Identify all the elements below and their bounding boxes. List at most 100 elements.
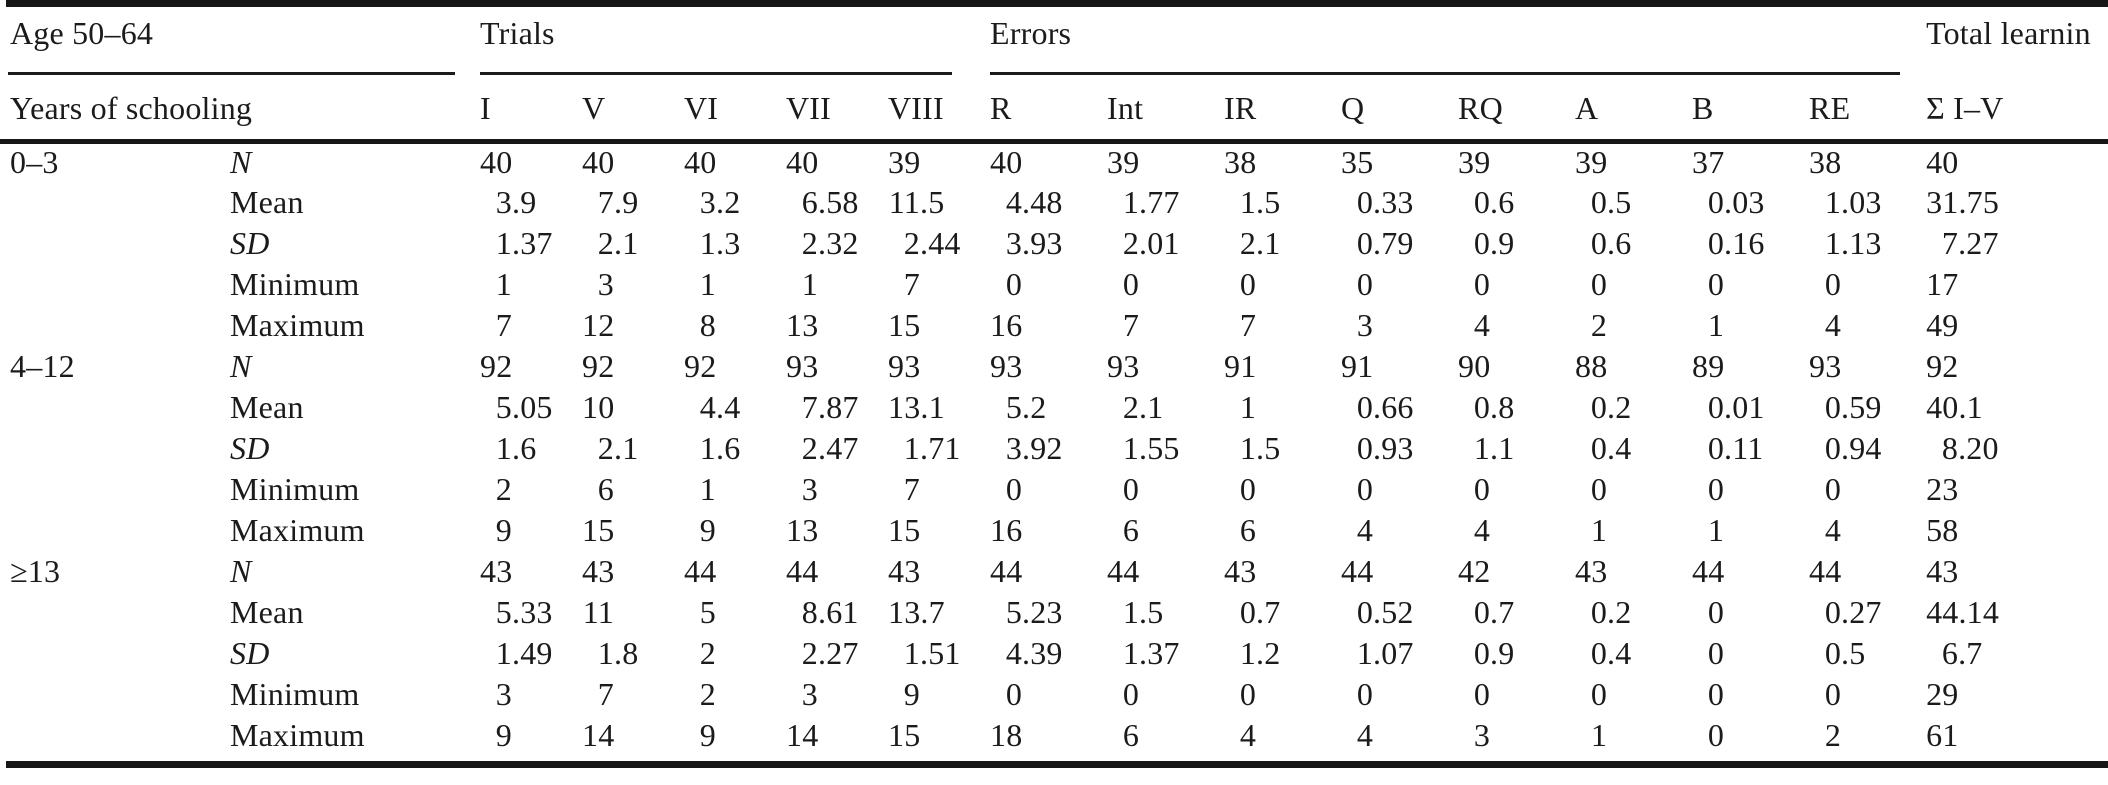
frac-part: .48 [1022, 184, 1063, 220]
int-part: 2 [597, 430, 614, 466]
int-part: 93 [990, 348, 1023, 384]
int-part: 44 [786, 553, 819, 589]
value-cell: 0 [1458, 264, 1575, 305]
schooling-group-cell [0, 633, 230, 674]
value-cell: 2.44 [888, 223, 990, 264]
value-cell: 92 [582, 346, 684, 387]
value-cell: 6.58 [786, 182, 888, 223]
int-part: 5 [495, 594, 512, 630]
int-part: 0 [1824, 594, 1842, 630]
value-cell: 2.32 [786, 223, 888, 264]
value-cell: 40 [684, 141, 786, 182]
table-row: Mean 5.33 11 5 8.61 13.7 5.23 1.5 0.7 0.52 0.7 0.2 0… [0, 592, 2108, 633]
int-part: 2 [1824, 717, 1842, 753]
errors-underline [990, 72, 1901, 75]
schooling-group-cell [0, 264, 230, 305]
int-part: 0 [1707, 471, 1725, 507]
int-part: 1 [1356, 635, 1374, 671]
frac-part: .5 [1256, 184, 1281, 220]
int-part: 44 [1107, 553, 1140, 589]
int-part: 2 [903, 225, 920, 261]
int-part: 0 [1590, 676, 1608, 712]
value-cell: 43 [888, 551, 990, 592]
value-cell: 1 [684, 469, 786, 510]
value-cell: 0 [1692, 469, 1809, 510]
frac-part: .4 [716, 389, 741, 425]
int-part: 44 [1341, 553, 1374, 589]
frac-part: .3 [716, 225, 741, 261]
frac-part: .5 [1256, 430, 1281, 466]
int-part: 2 [1590, 307, 1608, 343]
value-cell: 14 [582, 715, 684, 756]
int-part: 1 [1122, 635, 1140, 671]
int-part: 0 [1356, 676, 1374, 712]
value-cell: 0.5 [1809, 633, 1926, 674]
value-cell: 4 [1224, 715, 1341, 756]
value-cell: 43 [1575, 551, 1692, 592]
value-cell: 0.2 [1575, 387, 1692, 428]
int-part: 44 [684, 553, 717, 589]
value-cell: 0.33 [1341, 182, 1458, 223]
value-cell: 9 [684, 715, 786, 756]
int-part: 42 [1458, 553, 1491, 589]
int-part: 11 [582, 594, 614, 630]
int-part: 14 [582, 717, 615, 753]
int-part: 1 [1707, 307, 1725, 343]
int-part: 43 [1224, 553, 1257, 589]
table-row: Minimum 2 6 1 3 7 0 0 0 0 0 0 0 0 23 [0, 469, 2108, 510]
value-cell: 2.1 [582, 428, 684, 469]
int-part: 1 [1707, 512, 1725, 548]
table-body: 0–3 N 40 40 40 40 39 40 39 38 35 39 39 37 38 40 Mean 3.9 7… [0, 141, 2108, 756]
value-cell: 0 [1107, 264, 1224, 305]
int-part: 2 [801, 430, 818, 466]
value-cell: 1 [1692, 510, 1809, 551]
schooling-group-cell [0, 223, 230, 264]
value-cell: 5.23 [990, 592, 1107, 633]
int-part: 9 [495, 512, 512, 548]
trials-underline [480, 72, 953, 75]
frac-part: .32 [818, 225, 859, 261]
value-cell: 7 [480, 305, 582, 346]
int-part: 0 [1356, 430, 1374, 466]
frac-part: .2 [1607, 389, 1632, 425]
value-cell: 0 [1341, 674, 1458, 715]
value-cell: 1.07 [1341, 633, 1458, 674]
value-cell: 4 [1458, 510, 1575, 551]
int-part: 0 [1005, 676, 1023, 712]
value-cell: 2 [480, 469, 582, 510]
int-part: 16 [990, 512, 1023, 548]
stat-label-cell: N [230, 553, 252, 589]
schooling-group-cell: ≥13 [10, 553, 61, 589]
frac-part: .7 [920, 594, 945, 630]
column-header-error-rq: RQ [1458, 75, 1576, 144]
int-part: 0 [1707, 594, 1725, 630]
int-part: 40 [786, 144, 819, 181]
int-part: 43 [480, 553, 513, 589]
value-cell: 13 [786, 510, 888, 551]
value-cell: 7.87 [786, 387, 888, 428]
value-cell: 43 [480, 551, 582, 592]
column-group-row: Age 50–64 Trials Errors Total learnin [0, 7, 2108, 75]
value-cell: 3.9 [480, 182, 582, 223]
int-part: 0 [1473, 471, 1491, 507]
int-part: 4 [1005, 184, 1023, 220]
value-cell: 40 [786, 141, 888, 182]
value-cell: 3.92 [990, 428, 1107, 469]
table-bottom-rule [6, 761, 2108, 768]
value-cell: 58 [1926, 510, 2108, 551]
int-part: 93 [1809, 348, 1842, 384]
value-cell: 0.11 [1692, 428, 1809, 469]
value-cell: 14 [786, 715, 888, 756]
int-part: 6 [801, 184, 818, 220]
value-cell: 23 [1926, 469, 2108, 510]
int-part: 3 [699, 184, 716, 220]
int-part: 4 [1356, 717, 1374, 753]
value-cell: 0 [1458, 674, 1575, 715]
int-part: 44 [1926, 594, 1959, 630]
int-part: 1 [1122, 430, 1140, 466]
value-cell: 2.47 [786, 428, 888, 469]
int-part: 1 [1122, 594, 1140, 630]
value-cell: 39 [1107, 141, 1224, 182]
frac-part: .9 [614, 184, 639, 220]
int-part: 2 [801, 635, 818, 671]
